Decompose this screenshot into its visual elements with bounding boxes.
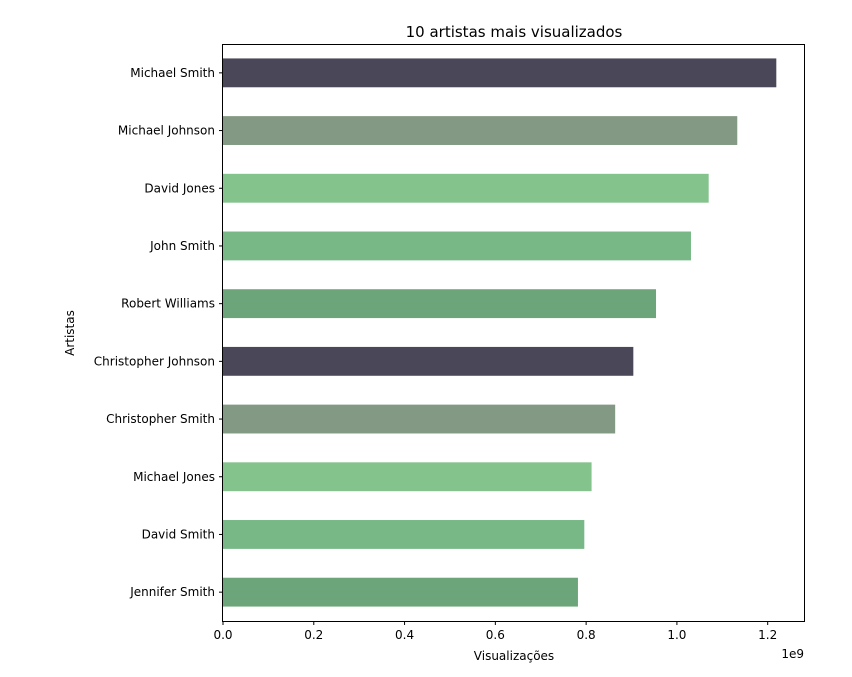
x-tick-label: 0.8 [577,628,596,642]
bar [223,577,578,607]
x-tick-label: 1.2 [758,628,777,642]
y-tick-label: David Smith [142,527,215,541]
y-tick-label: Michael Jones [133,470,215,484]
y-tick-label: Christopher Smith [106,412,215,426]
bar [223,116,738,145]
bar [223,231,691,261]
y-tick-label: Michael Smith [130,66,215,80]
x-tick-label: 1.0 [667,628,686,642]
bar [223,173,709,203]
plot-frame [222,44,805,622]
bar [223,346,634,376]
bar [223,58,777,88]
y-tick-label: Jennifer Smith [129,585,215,599]
x-tick-label: 0.0 [213,628,232,642]
x-tick-label: 0.6 [486,628,505,642]
y-tick-label: John Smith [149,239,215,253]
bar [223,404,616,434]
x-axis-offset-text: 1e9 [781,647,804,661]
y-tick-label: Christopher Johnson [94,354,215,368]
x-tick-label: 0.4 [395,628,414,642]
y-tick-label: Michael Johnson [118,124,215,138]
bar [223,462,592,492]
y-tick-label: David Jones [144,181,215,195]
y-tick-label: Robert Williams [121,297,215,311]
y-axis-label: Artistas [63,310,77,356]
bar [223,289,657,319]
bar [223,520,585,549]
x-tick-label: 0.2 [304,628,323,642]
x-axis-label: Visualizações [474,649,554,663]
chart-title: 10 artistas mais visualizados [406,23,623,41]
